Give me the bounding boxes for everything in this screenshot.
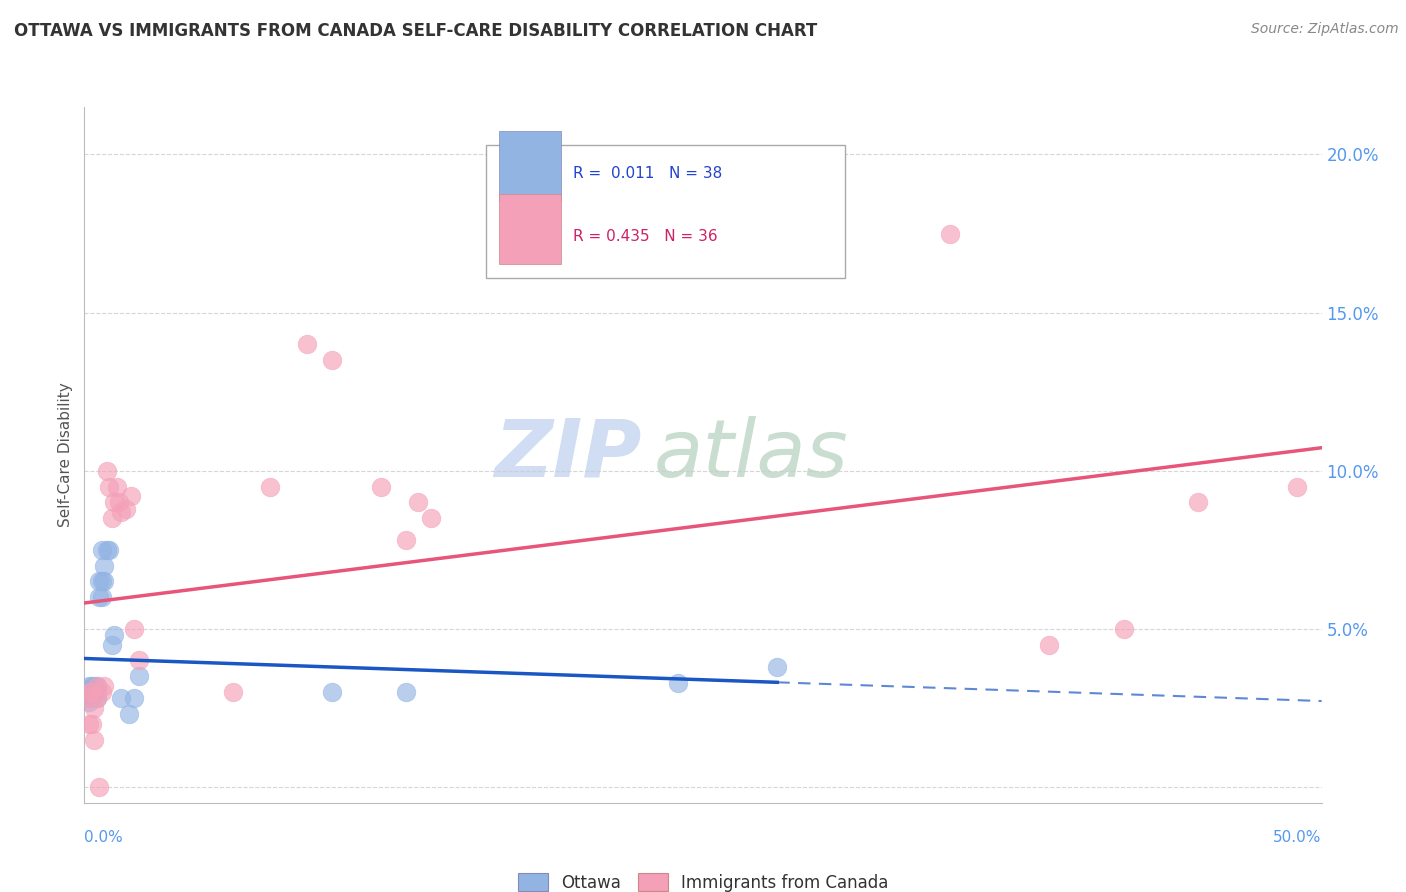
Point xyxy=(96,464,118,478)
Point xyxy=(115,501,138,516)
Point xyxy=(79,688,101,702)
Point xyxy=(96,542,118,557)
Point xyxy=(86,691,108,706)
Point xyxy=(79,716,101,731)
Point xyxy=(83,701,105,715)
Point xyxy=(80,685,103,699)
Point xyxy=(98,542,121,557)
Point xyxy=(395,533,418,548)
Point xyxy=(79,685,101,699)
Point xyxy=(939,227,962,241)
Point xyxy=(86,679,108,693)
Text: 0.0%: 0.0% xyxy=(84,830,124,845)
Point xyxy=(222,685,245,699)
Point xyxy=(108,495,131,509)
Point xyxy=(90,591,112,605)
Point xyxy=(395,685,418,699)
Point xyxy=(79,681,101,696)
Point xyxy=(100,638,122,652)
Point xyxy=(90,542,112,557)
Point xyxy=(321,685,343,699)
Text: atlas: atlas xyxy=(654,416,848,494)
Text: Source: ZipAtlas.com: Source: ZipAtlas.com xyxy=(1251,22,1399,37)
Point xyxy=(103,495,125,509)
Point xyxy=(93,574,115,589)
Point xyxy=(90,685,112,699)
Point xyxy=(295,337,318,351)
FancyBboxPatch shape xyxy=(486,145,845,277)
Point xyxy=(90,574,112,589)
Point xyxy=(86,691,108,706)
Point xyxy=(128,653,150,667)
Text: ZIP: ZIP xyxy=(494,416,641,494)
Point xyxy=(76,691,98,706)
Legend: Ottawa, Immigrants from Canada: Ottawa, Immigrants from Canada xyxy=(510,867,896,892)
Point xyxy=(80,691,103,706)
Point xyxy=(1285,479,1308,493)
Point xyxy=(120,489,142,503)
Point xyxy=(1038,638,1060,652)
Point xyxy=(83,685,105,699)
Point xyxy=(259,479,281,493)
Point xyxy=(93,679,115,693)
Text: 50.0%: 50.0% xyxy=(1274,830,1322,845)
Point xyxy=(110,505,132,519)
Point xyxy=(666,675,689,690)
Point xyxy=(89,780,111,794)
Point xyxy=(89,591,111,605)
Point xyxy=(321,353,343,368)
Point xyxy=(110,691,132,706)
Point xyxy=(128,669,150,683)
Text: OTTAWA VS IMMIGRANTS FROM CANADA SELF-CARE DISABILITY CORRELATION CHART: OTTAWA VS IMMIGRANTS FROM CANADA SELF-CA… xyxy=(14,22,817,40)
Point xyxy=(103,628,125,642)
Point xyxy=(86,679,108,693)
Point xyxy=(93,558,115,573)
Point xyxy=(86,685,108,699)
Point xyxy=(89,574,111,589)
Point xyxy=(76,685,98,699)
Point xyxy=(83,685,105,699)
Point xyxy=(79,685,101,699)
Point xyxy=(408,495,430,509)
FancyBboxPatch shape xyxy=(499,194,561,263)
Point xyxy=(105,479,128,493)
Point xyxy=(79,695,101,709)
Y-axis label: Self-Care Disability: Self-Care Disability xyxy=(58,383,73,527)
Point xyxy=(80,685,103,699)
Point xyxy=(80,685,103,699)
Point xyxy=(76,691,98,706)
Point xyxy=(80,679,103,693)
Text: R =  0.011   N = 38: R = 0.011 N = 38 xyxy=(574,166,723,181)
Point xyxy=(80,716,103,731)
Text: R = 0.435   N = 36: R = 0.435 N = 36 xyxy=(574,228,717,244)
Point xyxy=(122,691,145,706)
Point xyxy=(76,685,98,699)
Point xyxy=(83,679,105,693)
Point xyxy=(83,732,105,747)
Point xyxy=(419,511,441,525)
Point xyxy=(1112,622,1135,636)
Point xyxy=(118,707,141,722)
Point xyxy=(100,511,122,525)
Point xyxy=(766,660,789,674)
Point xyxy=(80,681,103,696)
Point xyxy=(1187,495,1209,509)
Point xyxy=(79,679,101,693)
FancyBboxPatch shape xyxy=(499,131,561,201)
Point xyxy=(98,479,121,493)
Point xyxy=(122,622,145,636)
Point xyxy=(370,479,392,493)
